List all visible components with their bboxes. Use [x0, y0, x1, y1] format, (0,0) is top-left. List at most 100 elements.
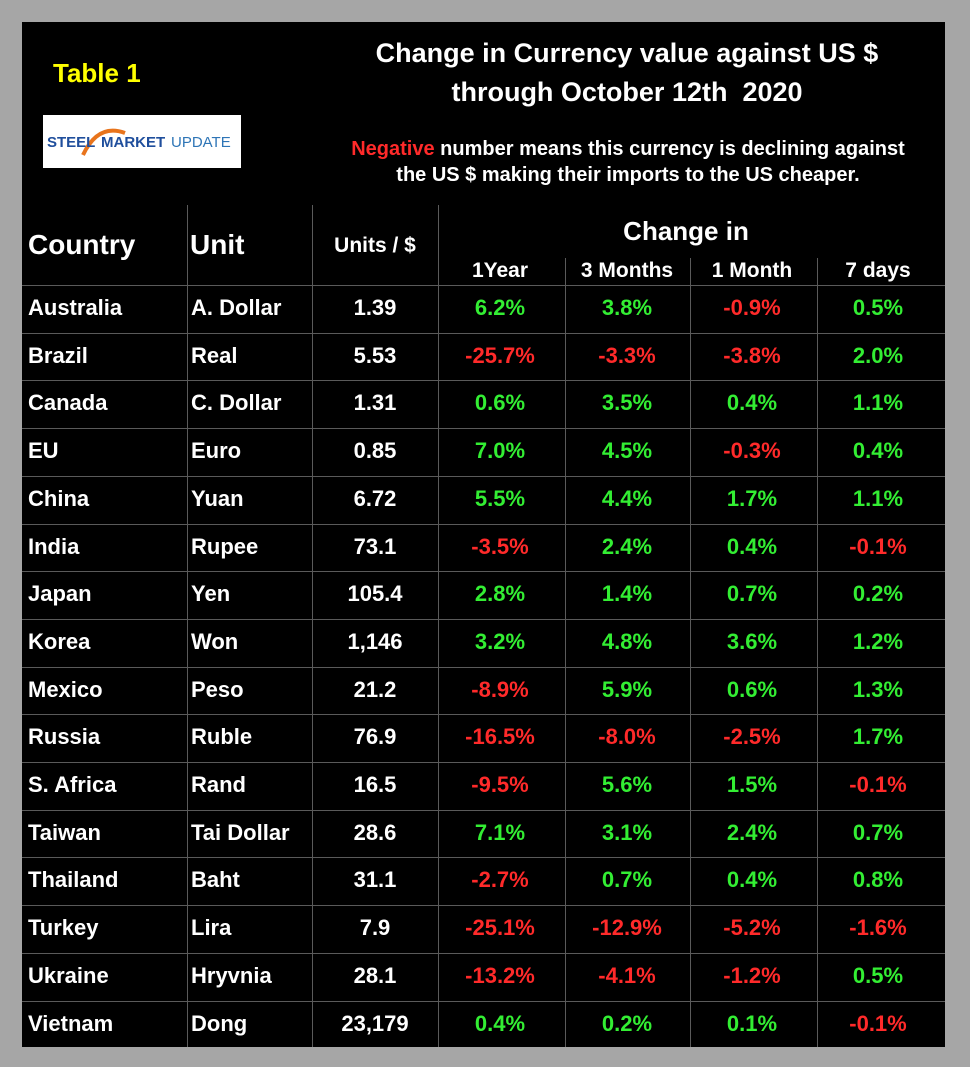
subcolumn-header: 7 days — [845, 259, 911, 282]
unit: C. Dollar — [191, 390, 282, 415]
subcolumn-header: 1Year — [471, 259, 529, 282]
country: Japan — [28, 581, 92, 606]
column-divider — [690, 258, 691, 1047]
change-value: -3.5% — [471, 534, 529, 559]
subcolumn-header: 3 Months — [580, 259, 674, 282]
change-value: 1.1% — [852, 390, 904, 415]
unit: Hryvnia — [191, 963, 272, 988]
logo-text: UPDATE — [171, 134, 231, 151]
country: Mexico — [28, 677, 103, 702]
units-per-dollar: 76.9 — [353, 724, 397, 749]
change-value: 1.7% — [726, 486, 778, 511]
subcolumn-header: 1 Month — [711, 259, 793, 282]
change-value: -12.9% — [592, 915, 662, 940]
change-value: -5.2% — [723, 915, 781, 940]
logo-swoosh — [81, 128, 126, 156]
units-per-dollar: 1,146 — [347, 629, 403, 654]
country: India — [28, 534, 80, 559]
row-rule — [22, 762, 945, 763]
country: Taiwan — [28, 820, 101, 845]
change-value: 2.4% — [726, 820, 778, 845]
change-value: 0.5% — [852, 295, 904, 320]
country: Russia — [28, 724, 101, 749]
unit: Euro — [191, 438, 242, 463]
unit: Yen — [191, 581, 231, 606]
change-value: 1.5% — [726, 772, 778, 797]
units-per-dollar: 21.2 — [353, 677, 397, 702]
country: Ukraine — [28, 963, 109, 988]
unit: Rand — [191, 772, 246, 797]
unit: Peso — [191, 677, 244, 702]
country: S. Africa — [28, 772, 117, 797]
column-divider — [565, 258, 566, 1047]
row-rule — [22, 953, 945, 954]
change-value: -1.2% — [723, 963, 781, 988]
column-divider — [312, 205, 313, 1047]
country: Thailand — [28, 867, 119, 892]
change-value: 2.4% — [601, 534, 653, 559]
row-rule — [22, 667, 945, 668]
column-header: Unit — [190, 229, 245, 260]
unit: Baht — [191, 867, 240, 892]
change-value: 6.2% — [474, 295, 526, 320]
row-rule — [22, 428, 945, 429]
unit: Ruble — [191, 724, 253, 749]
country: Turkey — [28, 915, 99, 940]
change-value: 0.6% — [726, 677, 778, 702]
change-value: -16.5% — [465, 724, 535, 749]
change-value: 0.8% — [852, 867, 904, 892]
change-value: -25.7% — [465, 343, 535, 368]
change-value: 3.2% — [474, 629, 526, 654]
change-value: -9.5% — [471, 772, 529, 797]
column-divider — [187, 205, 188, 1047]
change-value: 0.4% — [726, 534, 778, 559]
change-value: 5.5% — [474, 486, 526, 511]
country: EU — [28, 438, 59, 463]
change-value: 1.1% — [852, 486, 904, 511]
change-value: 0.7% — [601, 867, 653, 892]
row-rule — [22, 1001, 945, 1002]
unit: Yuan — [191, 486, 244, 511]
change-value: -2.7% — [471, 867, 529, 892]
row-rule — [22, 857, 945, 858]
units-per-dollar: 23,179 — [341, 1011, 409, 1036]
row-rule — [22, 476, 945, 477]
change-value: 3.8% — [601, 295, 653, 320]
change-value: 3.5% — [601, 390, 653, 415]
country: Brazil — [28, 343, 88, 368]
change-value: 3.6% — [726, 629, 778, 654]
group-header: Change in — [623, 216, 749, 246]
row-rule — [22, 810, 945, 811]
change-value: 5.9% — [601, 677, 653, 702]
unit: Lira — [191, 915, 232, 940]
change-value: -0.1% — [849, 1011, 907, 1036]
change-value: 0.5% — [852, 963, 904, 988]
row-rule — [22, 571, 945, 572]
header-rule — [22, 285, 945, 286]
change-value: 5.6% — [601, 772, 653, 797]
country: China — [28, 486, 90, 511]
units-per-dollar: 28.6 — [353, 820, 397, 845]
logo-text: MARKET — [101, 134, 166, 151]
change-value: 0.4% — [852, 438, 904, 463]
change-value: 1.7% — [852, 724, 904, 749]
note-text: number means this currency is declining … — [434, 138, 905, 160]
column-header: Country — [28, 229, 136, 260]
change-value: 3.1% — [601, 820, 653, 845]
change-value: -1.6% — [849, 915, 907, 940]
column-divider — [438, 205, 439, 1047]
change-value: 4.4% — [601, 486, 653, 511]
change-value: 7.1% — [474, 820, 526, 845]
row-rule — [22, 333, 945, 334]
change-value: -3.8% — [723, 343, 781, 368]
change-value: -13.2% — [465, 963, 535, 988]
change-value: -0.1% — [849, 772, 907, 797]
change-value: 2.8% — [474, 581, 526, 606]
unit: A. Dollar — [191, 295, 282, 320]
row-rule — [22, 380, 945, 381]
country: Korea — [28, 629, 91, 654]
units-per-dollar: 0.85 — [353, 438, 397, 463]
change-value: 2.0% — [852, 343, 904, 368]
change-value: 0.2% — [601, 1011, 653, 1036]
